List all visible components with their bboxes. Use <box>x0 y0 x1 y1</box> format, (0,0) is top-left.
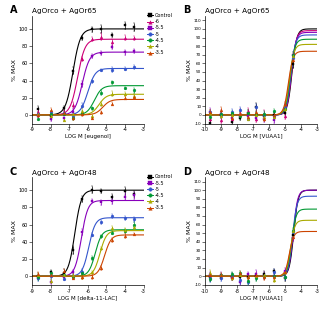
Text: AgOrco + AgOr48: AgOrco + AgOr48 <box>205 170 270 175</box>
Text: AgOrco + AgOr65: AgOrco + AgOr65 <box>32 8 97 14</box>
Y-axis label: % MAX: % MAX <box>12 59 17 81</box>
Text: AgOrco + AgOr65: AgOrco + AgOr65 <box>205 8 270 14</box>
Y-axis label: % MAX: % MAX <box>12 220 17 242</box>
Text: C: C <box>10 166 17 177</box>
Y-axis label: % MAX: % MAX <box>187 220 192 242</box>
X-axis label: LOG M [delta-11-LAC]: LOG M [delta-11-LAC] <box>58 295 117 300</box>
X-axis label: LOG M [VUAA1]: LOG M [VUAA1] <box>240 295 282 300</box>
Text: D: D <box>183 166 191 177</box>
Legend: Control, -5.5, -5, -4.5, -4, -3.5: Control, -5.5, -5, -4.5, -4, -3.5 <box>147 174 172 211</box>
Y-axis label: % MAX: % MAX <box>187 59 192 81</box>
Legend: Control, -6, -5.5, -5, -4.5, -4, -3.5: Control, -6, -5.5, -5, -4.5, -4, -3.5 <box>147 13 172 55</box>
X-axis label: LOG M [VUAA1]: LOG M [VUAA1] <box>240 134 282 139</box>
Text: A: A <box>10 5 17 15</box>
X-axis label: LOG M [eugenol]: LOG M [eugenol] <box>65 134 111 139</box>
Text: AgOrco + AgOr48: AgOrco + AgOr48 <box>32 170 97 175</box>
Text: B: B <box>183 5 190 15</box>
